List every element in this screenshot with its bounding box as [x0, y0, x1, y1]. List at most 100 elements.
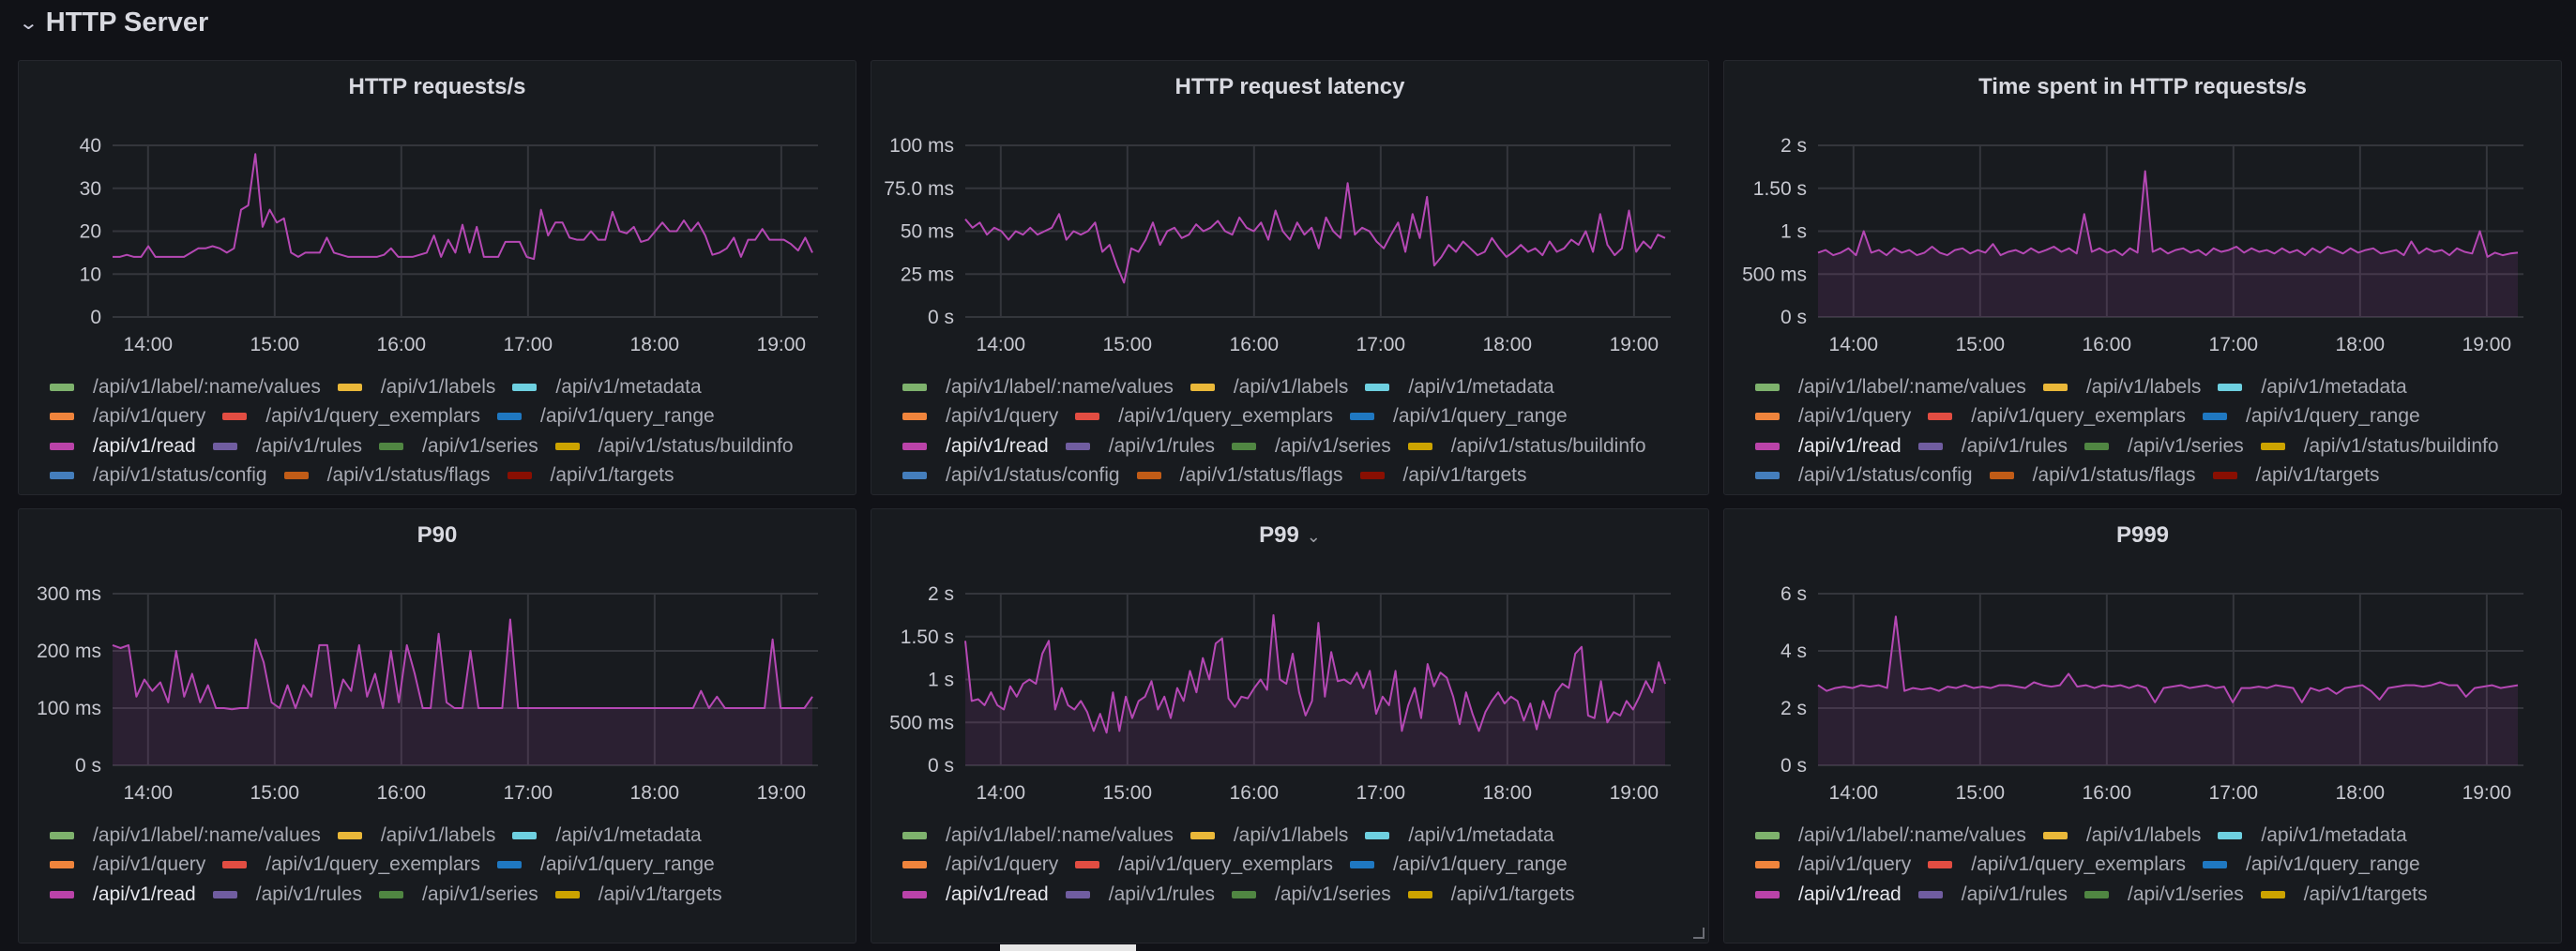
x-tick-label: 15:00 [1103, 334, 1153, 355]
legend-item[interactable]: /api/v1/series [378, 435, 538, 458]
x-tick-label: 16:00 [1230, 334, 1280, 355]
legend-item[interactable]: /api/v1/status/flags [1136, 464, 1343, 487]
legend-item[interactable]: /api/v1/query_exemplars [222, 853, 480, 876]
legend-item[interactable]: /api/v1/label/:name/values [902, 824, 1174, 847]
legend-item[interactable]: /api/v1/query_range [2203, 853, 2420, 876]
panel-title[interactable]: P999 [1724, 522, 2561, 549]
legend-item[interactable]: /api/v1/status/buildinfo [554, 435, 794, 458]
legend-item[interactable]: /api/v1/series [1231, 435, 1391, 458]
series-line-read [112, 618, 813, 711]
legend-item[interactable]: /api/v1/query [1755, 405, 1911, 428]
legend-item[interactable]: /api/v1/label/:name/values [1755, 376, 2026, 399]
legend-row: /api/v1/label/:name/values/api/v1/labels… [1755, 372, 2552, 402]
legend-item[interactable]: /api/v1/metadata [1365, 824, 1554, 847]
legend-item[interactable]: /api/v1/metadata [1365, 376, 1554, 399]
legend-item[interactable]: /api/v1/labels [2042, 824, 2201, 847]
legend-item[interactable]: /api/v1/metadata [2218, 376, 2407, 399]
legend-item[interactable]: /api/v1/read [902, 883, 1049, 906]
legend-row: /api/v1/label/:name/values/api/v1/labels… [50, 821, 846, 851]
scroll-indicator[interactable] [1000, 944, 1136, 951]
panel-http-request-latency[interactable]: HTTP request latency 0 s 25 ms 50 ms 75.0 ms… [871, 60, 1709, 495]
legend-item[interactable]: /api/v1/query_exemplars [1075, 853, 1333, 876]
legend-item[interactable]: /api/v1/labels [337, 824, 495, 847]
legend-item[interactable]: /api/v1/series [1231, 883, 1391, 906]
legend-item[interactable]: /api/v1/query_range [1350, 405, 1568, 428]
legend-item[interactable]: /api/v1/query_exemplars [1928, 853, 2186, 876]
panel-http-requests-s[interactable]: HTTP requests/s 0 10 20 30 40 14:00 15:00 16:00 1… [18, 60, 856, 495]
legend-item[interactable]: /api/v1/series [2084, 435, 2244, 458]
legend-item[interactable]: /api/v1/targets [2212, 464, 2379, 487]
legend-item[interactable]: /api/v1/label/:name/values [902, 376, 1174, 399]
legend-swatch [212, 442, 237, 450]
legend-item[interactable]: /api/v1/query [1755, 853, 1911, 876]
legend-item[interactable]: /api/v1/status/config [1755, 464, 1973, 487]
legend-item[interactable]: /api/v1/label/:name/values [50, 824, 321, 847]
legend-item[interactable]: /api/v1/query [902, 405, 1058, 428]
legend-item[interactable]: /api/v1/query_exemplars [1928, 405, 2186, 428]
legend-item[interactable]: /api/v1/query [50, 405, 205, 428]
legend-item[interactable]: /api/v1/rules [1065, 883, 1215, 906]
legend-item[interactable]: /api/v1/rules [212, 883, 362, 906]
legend-item[interactable]: /api/v1/query_range [497, 405, 715, 428]
legend-item[interactable]: /api/v1/rules [1065, 435, 1215, 458]
panel-title[interactable]: P99 ⌄ [871, 522, 1708, 549]
panel-menu-chevron-icon[interactable]: ⌄ [1306, 527, 1321, 546]
legend-item[interactable]: /api/v1/rules [212, 435, 362, 458]
legend-item[interactable]: /api/v1/targets [507, 464, 674, 487]
legend-item[interactable]: /api/v1/read [50, 883, 196, 906]
legend-item[interactable]: /api/v1/query_exemplars [1075, 405, 1333, 428]
legend-item[interactable]: /api/v1/labels [1190, 824, 1348, 847]
panel-p90[interactable]: P90 0 s 100 ms 200 ms 300 ms 14:00 15:00 16:00 1… [18, 508, 856, 943]
legend-label: /api/v1/status/config [1798, 464, 1973, 487]
legend-item[interactable]: /api/v1/status/config [902, 464, 1120, 487]
legend-swatch [1917, 890, 1943, 898]
legend-item[interactable]: /api/v1/status/buildinfo [1407, 435, 1646, 458]
legend-item[interactable]: /api/v1/label/:name/values [50, 376, 321, 399]
legend-item[interactable]: /api/v1/targets [1407, 883, 1575, 906]
legend-item[interactable]: /api/v1/labels [2042, 376, 2201, 399]
y-tick-label: 0 [90, 307, 101, 328]
legend-item[interactable]: /api/v1/metadata [512, 824, 702, 847]
panel-title[interactable]: HTTP requests/s [19, 74, 856, 100]
legend-item[interactable]: /api/v1/query_range [2203, 405, 2420, 428]
legend-item[interactable]: /api/v1/label/:name/values [1755, 824, 2026, 847]
legend-swatch [1136, 472, 1161, 480]
legend-item[interactable]: /api/v1/query [50, 853, 205, 876]
legend-item[interactable]: /api/v1/read [902, 435, 1049, 458]
legend-item[interactable]: /api/v1/status/config [50, 464, 267, 487]
legend-item[interactable]: /api/v1/read [50, 435, 196, 458]
panel-p999[interactable]: P999 0 s 2 s 4 s 6 s 14:00 15:00 16:00 17:00 18:0… [1723, 508, 2562, 943]
legend-item[interactable]: /api/v1/metadata [2218, 824, 2407, 847]
row-header-http-server[interactable]: ⌄ HTTP Server [18, 2, 208, 43]
panel-title[interactable]: HTTP request latency [871, 74, 1708, 100]
legend-item[interactable]: /api/v1/series [2084, 883, 2244, 906]
legend-item[interactable]: /api/v1/read [1755, 435, 1902, 458]
resize-handle[interactable] [1693, 928, 1705, 939]
legend-item[interactable]: /api/v1/targets [2260, 883, 2428, 906]
legend-item[interactable]: /api/v1/series [378, 883, 538, 906]
legend-item[interactable]: /api/v1/query_range [1350, 853, 1568, 876]
x-tick-label: 19:00 [757, 782, 807, 804]
legend-item[interactable]: /api/v1/metadata [512, 376, 702, 399]
legend-item[interactable]: /api/v1/query [902, 853, 1058, 876]
legend-item[interactable]: /api/v1/rules [1917, 435, 2068, 458]
legend-item[interactable]: /api/v1/labels [1190, 376, 1348, 399]
legend-item[interactable]: /api/v1/status/flags [1989, 464, 2196, 487]
legend-item[interactable]: /api/v1/targets [554, 883, 722, 906]
legend-swatch [1350, 861, 1375, 869]
panel-title[interactable]: P90 [19, 522, 856, 549]
panel-title[interactable]: Time spent in HTTP requests/s [1724, 74, 2561, 100]
x-tick-label: 14:00 [124, 334, 174, 355]
legend-item[interactable]: /api/v1/rules [1917, 883, 2068, 906]
legend-item[interactable]: /api/v1/read [1755, 883, 1902, 906]
legend-item[interactable]: /api/v1/status/buildinfo [2260, 435, 2499, 458]
legend-item[interactable]: /api/v1/query_exemplars [222, 405, 480, 428]
legend-item[interactable]: /api/v1/status/flags [283, 464, 491, 487]
panel-p99[interactable]: P99 ⌄ 0 s 500 ms 1 s 1.50 s 2 s 14:00 15:00 16:00… [871, 508, 1709, 943]
x-tick-label: 17:00 [1356, 334, 1406, 355]
legend-item[interactable]: /api/v1/labels [337, 376, 495, 399]
legend-row: /api/v1/label/:name/values/api/v1/labels… [50, 372, 846, 402]
legend-item[interactable]: /api/v1/query_range [497, 853, 715, 876]
legend-item[interactable]: /api/v1/targets [1359, 464, 1526, 487]
panel-time-spent-in-http-requests-s[interactable]: Time spent in HTTP requests/s 0 s 500 ms 1 … [1723, 60, 2562, 495]
